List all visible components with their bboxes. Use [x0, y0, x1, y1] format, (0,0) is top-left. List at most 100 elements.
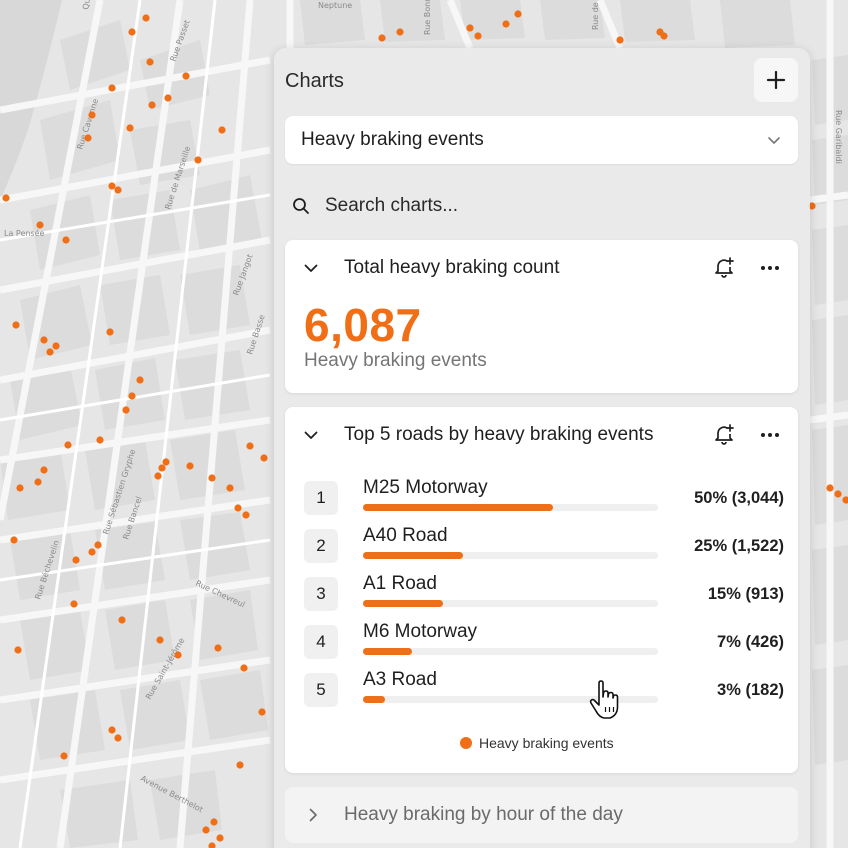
incident-dot[interactable]: [186, 462, 194, 470]
incident-dot[interactable]: [108, 726, 116, 734]
incident-dot[interactable]: [126, 124, 134, 132]
kpi-card-title: Total heavy braking count: [344, 257, 560, 278]
incident-dot[interactable]: [12, 321, 20, 329]
hour-of-day-card[interactable]: Heavy braking by hour of the day: [285, 787, 798, 843]
incident-dot[interactable]: [226, 484, 234, 492]
incident-dot[interactable]: [84, 134, 92, 142]
top-roads-card-header[interactable]: Top 5 roads by heavy braking events: [285, 407, 798, 463]
incident-dot[interactable]: [108, 182, 116, 190]
incident-dot[interactable]: [40, 336, 48, 344]
incident-dot[interactable]: [36, 221, 44, 229]
incident-dot[interactable]: [258, 708, 266, 716]
plus-icon: [766, 70, 786, 90]
chevron-down-icon[interactable]: [303, 260, 319, 276]
more-icon[interactable]: [759, 424, 781, 446]
incident-dot[interactable]: [16, 484, 24, 492]
incident-dot[interactable]: [218, 126, 226, 134]
incident-dot[interactable]: [72, 556, 80, 564]
search-input[interactable]: [325, 195, 725, 217]
road-row[interactable]: 5 A3 Road 3% (182): [304, 669, 784, 709]
incident-dot[interactable]: [162, 458, 170, 466]
incident-dot[interactable]: [216, 834, 224, 842]
search-bar[interactable]: [285, 184, 798, 228]
incident-dot[interactable]: [106, 328, 114, 336]
incident-dot[interactable]: [94, 541, 102, 549]
incident-dot[interactable]: [242, 511, 250, 519]
incident-dot[interactable]: [660, 32, 668, 40]
incident-dot[interactable]: [34, 478, 42, 486]
road-row[interactable]: 4 M6 Motorway 7% (426): [304, 621, 784, 661]
incident-dot[interactable]: [88, 111, 96, 119]
chevron-down-icon[interactable]: [303, 427, 319, 443]
incident-dot[interactable]: [214, 644, 222, 652]
incident-dot[interactable]: [62, 236, 70, 244]
add-chart-button[interactable]: [754, 58, 798, 102]
incident-dot[interactable]: [514, 10, 522, 18]
incident-dot[interactable]: [164, 94, 172, 102]
incident-dot[interactable]: [114, 186, 122, 194]
incident-dot[interactable]: [202, 826, 210, 834]
incident-dot[interactable]: [156, 636, 164, 644]
incident-dot[interactable]: [52, 342, 60, 350]
incident-dot[interactable]: [616, 36, 624, 44]
road-row[interactable]: 1 M25 Motorway 50% (3,044): [304, 477, 784, 517]
incident-dot[interactable]: [46, 348, 54, 356]
road-row[interactable]: 3 A1 Road 15% (913): [304, 573, 784, 613]
bell-plus-icon[interactable]: [713, 256, 735, 278]
incident-dot[interactable]: [128, 392, 136, 400]
dataset-select-value: Heavy braking events: [301, 129, 484, 150]
kpi-label: Heavy braking events: [304, 350, 487, 371]
incident-dot[interactable]: [60, 752, 68, 760]
chevron-right-icon[interactable]: [305, 807, 321, 823]
incident-dot[interactable]: [246, 442, 254, 450]
incident-dot[interactable]: [142, 14, 150, 22]
incident-dot[interactable]: [40, 466, 48, 474]
incident-dot[interactable]: [122, 406, 130, 414]
incident-dot[interactable]: [808, 202, 816, 210]
incident-dot[interactable]: [208, 474, 216, 482]
road-row[interactable]: 2 A40 Road 25% (1,522): [304, 525, 784, 565]
incident-dot[interactable]: [96, 436, 104, 444]
incident-dot[interactable]: [154, 472, 162, 480]
incident-dot[interactable]: [208, 842, 216, 848]
street-label: Neptune: [318, 1, 352, 10]
incident-dot[interactable]: [136, 376, 144, 384]
search-icon: [293, 198, 309, 214]
incident-dot[interactable]: [826, 484, 834, 492]
kpi-card-header[interactable]: Total heavy braking count: [285, 240, 798, 296]
bell-plus-icon[interactable]: [713, 423, 735, 445]
road-rank: 5: [304, 673, 338, 707]
incident-dot[interactable]: [88, 548, 96, 556]
incident-dot[interactable]: [64, 441, 72, 449]
incident-dot[interactable]: [174, 651, 182, 659]
incident-dot[interactable]: [14, 646, 22, 654]
incident-dot[interactable]: [396, 28, 404, 36]
incident-dot[interactable]: [2, 194, 10, 202]
incident-dot[interactable]: [842, 496, 848, 504]
incident-dot[interactable]: [234, 504, 242, 512]
incident-dot[interactable]: [128, 28, 136, 36]
incident-dot[interactable]: [108, 84, 116, 92]
dataset-select[interactable]: Heavy braking events: [285, 116, 798, 164]
chart-legend[interactable]: Heavy braking events: [460, 735, 614, 751]
incident-dot[interactable]: [474, 32, 482, 40]
incident-dot[interactable]: [210, 818, 218, 826]
incident-dot[interactable]: [466, 24, 474, 32]
incident-dot[interactable]: [502, 20, 510, 28]
incident-dot[interactable]: [148, 101, 156, 109]
incident-dot[interactable]: [260, 454, 268, 462]
incident-dot[interactable]: [194, 156, 202, 164]
incident-dot[interactable]: [834, 490, 842, 498]
legend-label: Heavy braking events: [479, 735, 614, 751]
incident-dot[interactable]: [158, 464, 166, 472]
more-icon[interactable]: [759, 257, 781, 279]
incident-dot[interactable]: [240, 664, 248, 672]
incident-dot[interactable]: [378, 34, 386, 42]
incident-dot[interactable]: [114, 734, 122, 742]
incident-dot[interactable]: [182, 72, 190, 80]
incident-dot[interactable]: [146, 58, 154, 66]
incident-dot[interactable]: [10, 536, 18, 544]
incident-dot[interactable]: [70, 600, 78, 608]
incident-dot[interactable]: [236, 761, 244, 769]
incident-dot[interactable]: [118, 616, 126, 624]
